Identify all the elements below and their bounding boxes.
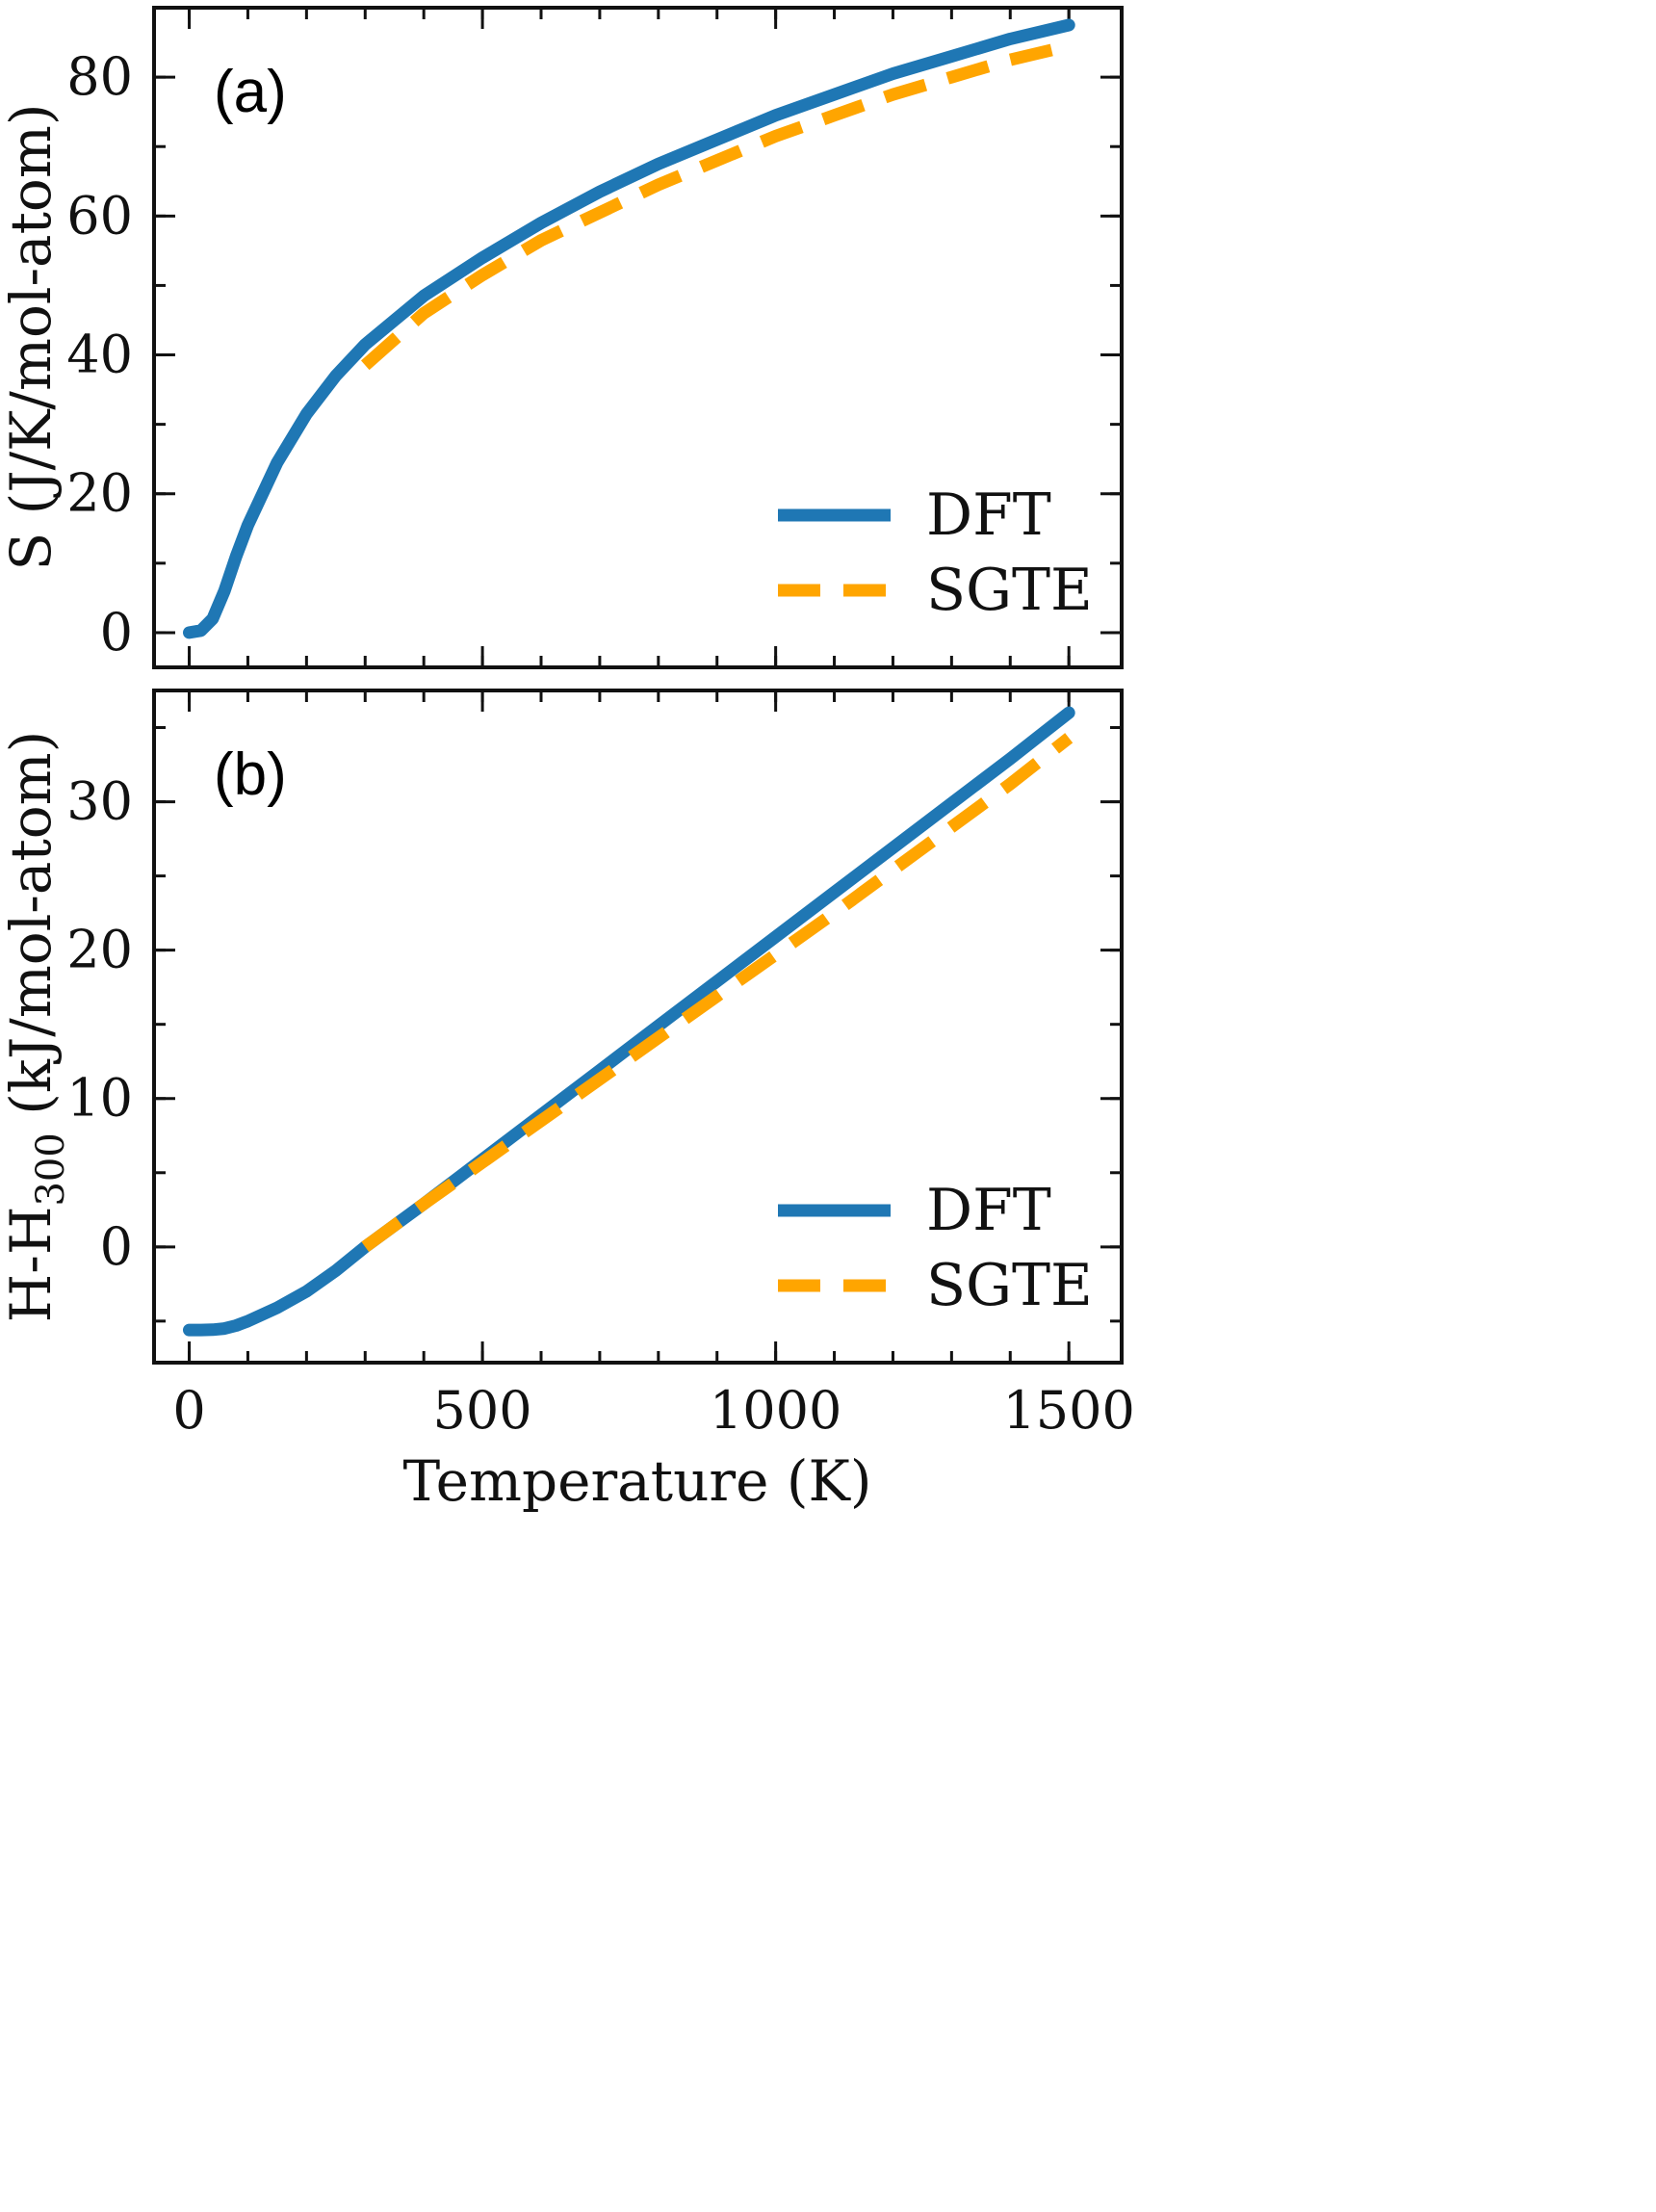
y-tick-label: 0 [100,602,133,663]
ylabel-suffix: (kJ/mol-atom) [0,731,64,1133]
series-line-sgte [361,733,1074,1253]
panel-a-y-axis-label: S (J/K/mol-atom) [0,104,64,571]
panel-a-legend: DFT SGTE [778,481,1093,624]
legend-label-dft: DFT [926,1177,1051,1244]
x-tick-label: 0 [172,1380,205,1441]
legend-label-sgte: SGTE [926,557,1093,624]
ylabel-main: H-H [0,1207,64,1323]
y-tick-label: 40 [66,325,133,385]
y-tick-label: 0 [100,1216,133,1277]
panel-a-entropy: 0 20 40 60 80 (a) S (J/K/mol-atom) DFT SGTE [0,6,1124,669]
panel-b-y-axis-label: H-H300 (kJ/mol-atom) [0,731,73,1323]
series-line-dft [183,18,1075,639]
series-line-dft [183,706,1075,1337]
y-tick-label: 30 [66,771,133,832]
legend-label-dft: DFT [926,481,1051,549]
x-tick-label: 500 [433,1380,532,1441]
y-tick-label: 20 [66,463,133,524]
panel-a-frame [152,6,1124,669]
panel-a-label: (a) [214,59,287,125]
y-tick-label: 60 [66,185,133,246]
panel-b-enthalpy: 0 10 20 30 0 500 1000 1500 (b) H-H300 (kJ/mol-… [0,689,1135,1514]
x-tick-label: 1500 [1002,1380,1134,1441]
y-tick-label: 20 [66,920,133,980]
y-tick-label: 10 [66,1068,133,1129]
x-axis-label: Temperature (K) [403,1448,872,1514]
y-tick-label: 80 [66,46,133,107]
panel-b-legend: DFT SGTE [778,1177,1093,1319]
x-tick-label: 1000 [710,1380,841,1441]
ylabel-subscript: 300 [29,1132,73,1206]
legend-label-sgte: SGTE [926,1252,1093,1319]
panel-b-label: (b) [214,742,287,808]
series-line-sgte [360,39,1071,371]
panel-b-frame [152,689,1124,1365]
